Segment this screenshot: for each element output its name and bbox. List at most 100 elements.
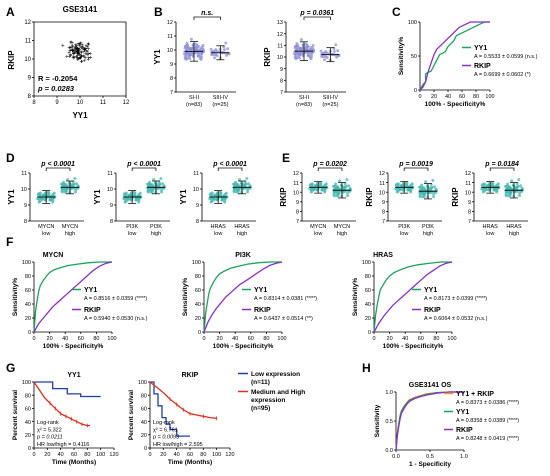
panel-e1-point	[346, 194, 350, 198]
panel-d3-category-label: high	[237, 231, 247, 237]
panel-d1-ylabel: YY1	[7, 189, 16, 205]
panel-a-ytick-label: 10	[24, 57, 31, 63]
panel-a-point: +	[75, 47, 79, 53]
panel-b1-point	[183, 55, 187, 59]
panel-e1-point	[309, 182, 313, 186]
panel-b1-ytick-label: 8	[170, 76, 173, 82]
panel-e2-point	[418, 185, 422, 189]
panel-d3-point	[240, 187, 244, 191]
panel-d2-ylabel: YY1	[93, 189, 102, 205]
panel-b1-point	[197, 54, 201, 58]
panel-a-r-value: R = -0.2054	[38, 74, 78, 83]
panel-c-legend-stat: A = 0.6699 ± 0.0602 (*)	[474, 72, 531, 78]
panel-letter-f: F	[6, 235, 13, 249]
panel-e2-point	[432, 195, 436, 199]
panel-g2-stat: Log-rank	[153, 420, 175, 426]
panel-b1-point	[188, 52, 192, 56]
panel-f3-ytick-label: 100	[362, 260, 371, 266]
panel-e2-point	[422, 186, 426, 190]
panel-d3-category-label: HRAS	[234, 224, 250, 230]
panel-e3-sig-bracket	[489, 167, 515, 171]
panel-f1-series-yy1	[33, 261, 112, 333]
panel-e3-ytick-label: 8	[468, 210, 471, 216]
panel-b2-point	[325, 56, 329, 60]
panel-d3-point	[212, 196, 216, 200]
panel-a-point: +	[77, 52, 81, 58]
panel-d3-point	[221, 198, 225, 202]
panel-e1-point	[346, 191, 350, 195]
panel-e2-point	[395, 182, 399, 186]
panel-a-point: +	[71, 56, 75, 62]
panel-g-legend-label: Medium and High	[251, 389, 305, 396]
panel-b1-point	[197, 45, 201, 49]
panel-a-xtick-label: 12	[123, 100, 130, 106]
panel-e2-category-label: PI3K	[422, 224, 434, 230]
panel-a-point: +	[71, 48, 75, 54]
panel-b1-point	[213, 56, 217, 60]
panel-d2-point	[150, 183, 154, 187]
panel-h-series-rkip	[395, 391, 464, 451]
panel-c-xtick-label: 20	[431, 94, 437, 100]
panel-b1-point	[222, 48, 226, 52]
panel-a-ylabel: RKIP	[7, 50, 16, 70]
panel-b2-category-label: (n=25)	[322, 102, 338, 108]
panel-g1-xtick-label: 60	[71, 452, 77, 458]
panel-e3-point	[484, 187, 488, 191]
panel-f3-xtick-label: 60	[418, 336, 424, 342]
panel-a-point: +	[76, 48, 80, 54]
panel-a-point: +	[69, 46, 73, 52]
panel-b2-point	[304, 45, 308, 49]
panel-a-point: +	[74, 44, 78, 50]
panel-a-point: +	[76, 48, 80, 54]
panel-a-point: +	[80, 50, 84, 56]
panel-a-point: +	[78, 47, 82, 53]
panel-a-point: +	[82, 50, 86, 56]
panel-b2-point	[321, 54, 325, 58]
panel-d2-category-label: high	[151, 231, 161, 237]
panel-d3-ytick-label: 11	[193, 171, 199, 177]
panel-e1-category-label: MYCN	[310, 224, 326, 230]
panel-f1-xtick-label: 20	[47, 336, 53, 342]
panel-f3-legend-name: YY1	[424, 287, 437, 294]
panel-b1-point	[189, 37, 193, 41]
panel-a-ytick-label: 11	[25, 39, 32, 45]
panel-a-point: +	[81, 47, 85, 53]
panel-c-ytick-label: 0	[414, 88, 417, 94]
panel-a-xtick-label: 11	[100, 100, 107, 106]
panel-f1-title: MYCN	[43, 252, 64, 259]
panel-h-xtick-label: 1.0	[460, 454, 468, 460]
panel-d1-point	[60, 182, 64, 186]
panel-d3-ytick-label: 8	[196, 219, 199, 225]
panel-h-series-yy1-rkip	[395, 391, 464, 451]
panel-a-point: +	[77, 47, 81, 53]
panel-a-point: +	[79, 46, 83, 52]
panel-a-point: +	[71, 44, 75, 50]
panel-g2-xlabel: Time (Months)	[168, 459, 212, 466]
panel-e1-point	[340, 190, 344, 194]
panel-a-point: +	[76, 47, 80, 53]
panel-letter-c: C	[392, 5, 401, 19]
panel-e2-point	[421, 195, 425, 199]
panel-e1-ytick-label: 12	[293, 171, 299, 177]
panel-letter-g: G	[6, 361, 15, 375]
panel-f2-series-rkip	[203, 261, 283, 333]
panel-a-point: +	[78, 57, 82, 63]
panel-d3-point	[218, 190, 222, 194]
panel-g2-stat: p = 0.0093	[152, 435, 180, 441]
panel-g2-ytick-label: 0	[144, 446, 147, 452]
panel-f3-legend-stat: A = 0.6064 ± 0.0532 (n.s.)	[424, 316, 488, 322]
panel-a-point: +	[78, 44, 82, 50]
panel-d3-point	[244, 182, 248, 186]
panel-g1-xtick-label: 120	[109, 452, 118, 458]
panel-e3-point	[493, 188, 497, 192]
panel-b2-point	[295, 42, 299, 46]
panel-e3-ytick-label: 9	[468, 200, 471, 206]
panel-d3-point	[246, 190, 250, 194]
panel-letter-a: A	[6, 5, 15, 19]
panel-b1-point	[215, 54, 219, 58]
panel-d1-ytick-label: 9	[24, 203, 27, 209]
panel-b2-point	[308, 48, 312, 52]
panel-b1-point	[187, 54, 191, 58]
panel-b2-sig-bracket	[303, 16, 331, 20]
panel-a-xtick-label: 8	[32, 100, 36, 106]
